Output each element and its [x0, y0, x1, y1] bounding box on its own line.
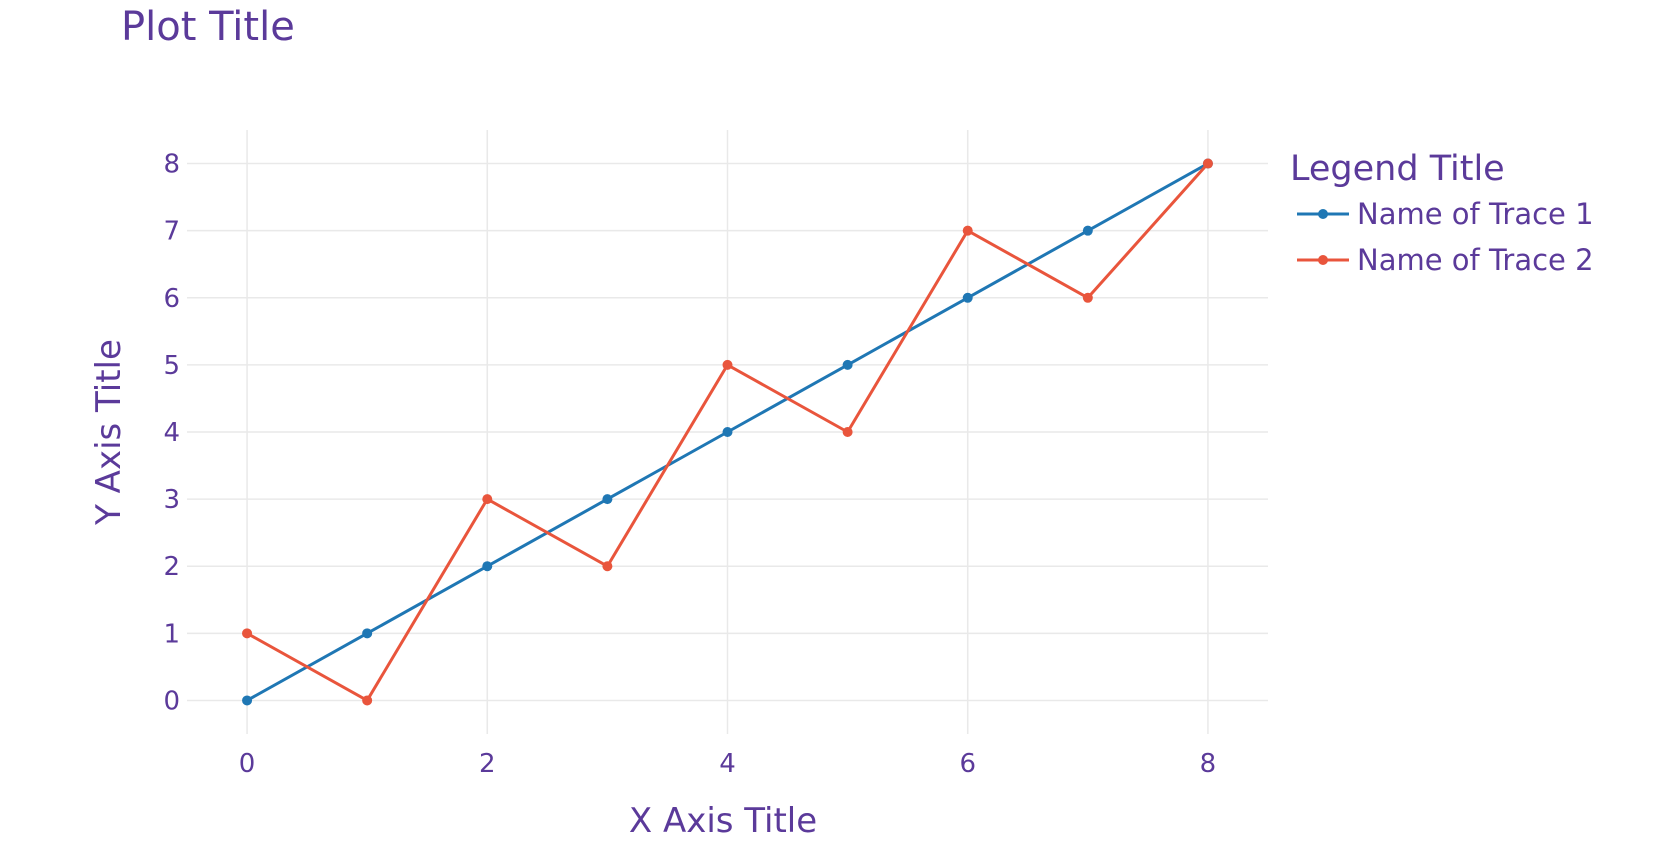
legend-label: Name of Trace 1 [1357, 197, 1594, 231]
data-point [962, 225, 973, 236]
data-point [842, 359, 853, 370]
legend-item-1[interactable]: Name of Trace 1 [1297, 197, 1594, 231]
x-tick-label: 8 [1200, 749, 1217, 779]
y-tick-label: 7 [163, 217, 180, 247]
legend-items: Name of Trace 1 Name of Trace 2 [1297, 197, 1594, 277]
data-point [362, 628, 373, 639]
y-tick-label: 5 [163, 351, 180, 381]
plot-title: Plot Title [121, 4, 295, 50]
x-tick-label: 2 [479, 749, 496, 779]
y-tick-label: 1 [163, 619, 180, 649]
data-point [242, 628, 253, 639]
legend-marker [1318, 255, 1328, 265]
y-tick-label: 8 [163, 150, 180, 180]
data-point [722, 427, 733, 437]
y-tick-label: 3 [163, 485, 180, 515]
data-point [1202, 158, 1213, 169]
x-tick-label: 6 [959, 749, 976, 779]
data-point [362, 695, 373, 706]
y-tick-label: 6 [163, 284, 180, 314]
legend-item-2[interactable]: Name of Trace 2 [1297, 243, 1594, 277]
legend-marker [1318, 209, 1328, 219]
data-point [602, 561, 613, 572]
x-tick-label: 4 [719, 749, 736, 779]
y-axis-title: Y Axis Title [89, 339, 129, 526]
x-axis-title: X Axis Title [629, 801, 817, 841]
data-point [482, 561, 493, 572]
data-point [602, 494, 613, 505]
data-point [722, 359, 733, 370]
tick-labels: 0 2 4 6 8 0 1 2 3 4 5 6 7 8 [163, 150, 1216, 779]
data-point [1082, 292, 1093, 303]
y-tick-label: 4 [163, 418, 180, 448]
data-point [1082, 225, 1093, 236]
y-tick-label: 2 [163, 552, 180, 582]
y-tick-label: 0 [163, 686, 180, 716]
data-point [842, 427, 853, 437]
data-point [962, 292, 973, 303]
x-tick-label: 0 [239, 749, 256, 779]
legend-title: Legend Title [1290, 149, 1505, 189]
data-point [482, 494, 493, 505]
data-point [242, 695, 253, 706]
plot-series [242, 158, 1213, 706]
series-2 [242, 158, 1213, 706]
legend-label: Name of Trace 2 [1357, 243, 1594, 277]
